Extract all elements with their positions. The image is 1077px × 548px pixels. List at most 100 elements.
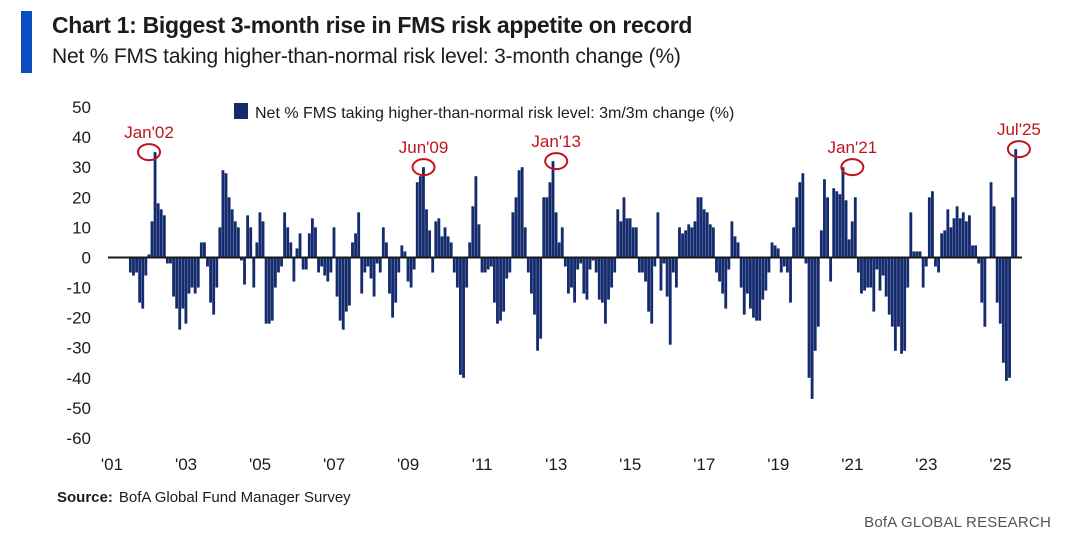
bar bbox=[329, 257, 333, 273]
bar bbox=[243, 257, 246, 285]
bar bbox=[699, 197, 703, 258]
y-tick-label: -60 bbox=[66, 429, 91, 448]
bar bbox=[517, 170, 521, 258]
annotations: Jan'02 Jun'09 Jan'13 Jan'21 Jul'25 bbox=[124, 120, 1041, 177]
bar bbox=[341, 257, 345, 330]
bar bbox=[869, 257, 873, 288]
bar bbox=[613, 257, 617, 273]
bar bbox=[958, 218, 962, 258]
bar bbox=[644, 257, 647, 282]
bar bbox=[258, 212, 262, 258]
bar bbox=[853, 197, 857, 258]
bar bbox=[378, 257, 382, 273]
bar bbox=[813, 257, 817, 351]
bar bbox=[165, 257, 169, 264]
bar bbox=[770, 242, 774, 258]
bar bbox=[533, 257, 536, 315]
bar bbox=[841, 167, 845, 258]
x-tick-label: '07 bbox=[323, 455, 345, 474]
bar bbox=[724, 257, 728, 309]
bar bbox=[835, 191, 839, 258]
bar bbox=[678, 227, 681, 258]
bar bbox=[573, 257, 577, 303]
bar bbox=[434, 221, 438, 258]
x-tick-label: '11 bbox=[472, 455, 493, 474]
bar bbox=[486, 257, 490, 270]
bar bbox=[576, 257, 580, 270]
bar bbox=[360, 257, 364, 294]
bar bbox=[937, 257, 941, 273]
bar bbox=[968, 215, 971, 258]
bar bbox=[653, 257, 657, 267]
bar bbox=[298, 233, 302, 258]
bar bbox=[187, 257, 191, 294]
bar bbox=[465, 257, 469, 288]
bar bbox=[798, 182, 802, 258]
bar bbox=[721, 257, 725, 294]
bar bbox=[172, 257, 175, 297]
bar bbox=[246, 215, 250, 258]
bar bbox=[671, 257, 675, 273]
bar bbox=[977, 257, 981, 264]
bar bbox=[804, 257, 808, 264]
bar bbox=[690, 227, 694, 258]
bar bbox=[832, 188, 836, 258]
bar bbox=[952, 218, 956, 258]
bar bbox=[909, 212, 913, 258]
bar bbox=[273, 257, 277, 288]
bar bbox=[884, 257, 888, 297]
annotation-circle bbox=[137, 143, 162, 162]
bar bbox=[668, 257, 672, 345]
bar bbox=[773, 245, 777, 258]
bar bbox=[236, 227, 240, 258]
bar bbox=[582, 257, 586, 294]
bar bbox=[650, 257, 654, 324]
bar bbox=[792, 227, 796, 258]
bar bbox=[779, 257, 783, 273]
bar bbox=[826, 197, 829, 258]
bar bbox=[764, 257, 768, 291]
bar-series bbox=[128, 149, 1018, 399]
bar bbox=[347, 257, 351, 306]
bar bbox=[681, 233, 684, 258]
bar bbox=[505, 257, 509, 279]
bar bbox=[940, 233, 944, 258]
y-tick-label: 20 bbox=[72, 188, 91, 207]
bar bbox=[520, 167, 524, 258]
x-tick-label: '19 bbox=[767, 455, 789, 474]
bar bbox=[730, 221, 734, 258]
bar bbox=[523, 227, 527, 258]
bar bbox=[955, 206, 959, 258]
bar bbox=[949, 227, 953, 258]
bar bbox=[912, 251, 916, 258]
bar bbox=[745, 257, 749, 294]
bar bbox=[471, 206, 475, 258]
bar bbox=[141, 257, 145, 309]
bar bbox=[150, 221, 154, 258]
x-tick-label: '09 bbox=[397, 455, 419, 474]
bar bbox=[878, 257, 882, 291]
bar bbox=[391, 257, 395, 318]
chart-title: Chart 1: Biggest 3-month rise in FMS ris… bbox=[52, 12, 693, 38]
bar bbox=[847, 239, 851, 258]
bar bbox=[539, 257, 543, 339]
bar bbox=[335, 257, 339, 297]
x-tick-label: '15 bbox=[619, 455, 641, 474]
bar bbox=[881, 257, 885, 276]
bar bbox=[489, 257, 493, 267]
bar bbox=[394, 257, 398, 303]
y-tick-label: -40 bbox=[66, 369, 91, 388]
bar bbox=[233, 221, 237, 258]
bar bbox=[600, 257, 604, 303]
bar bbox=[631, 227, 635, 258]
y-tick-label: 50 bbox=[72, 98, 91, 117]
bar bbox=[212, 257, 216, 315]
bar bbox=[684, 230, 688, 258]
bar bbox=[934, 257, 937, 267]
bar bbox=[931, 191, 934, 258]
bar bbox=[641, 257, 644, 273]
bar bbox=[301, 257, 305, 270]
bar bbox=[816, 257, 820, 327]
bar bbox=[295, 248, 299, 258]
bar bbox=[995, 257, 999, 303]
